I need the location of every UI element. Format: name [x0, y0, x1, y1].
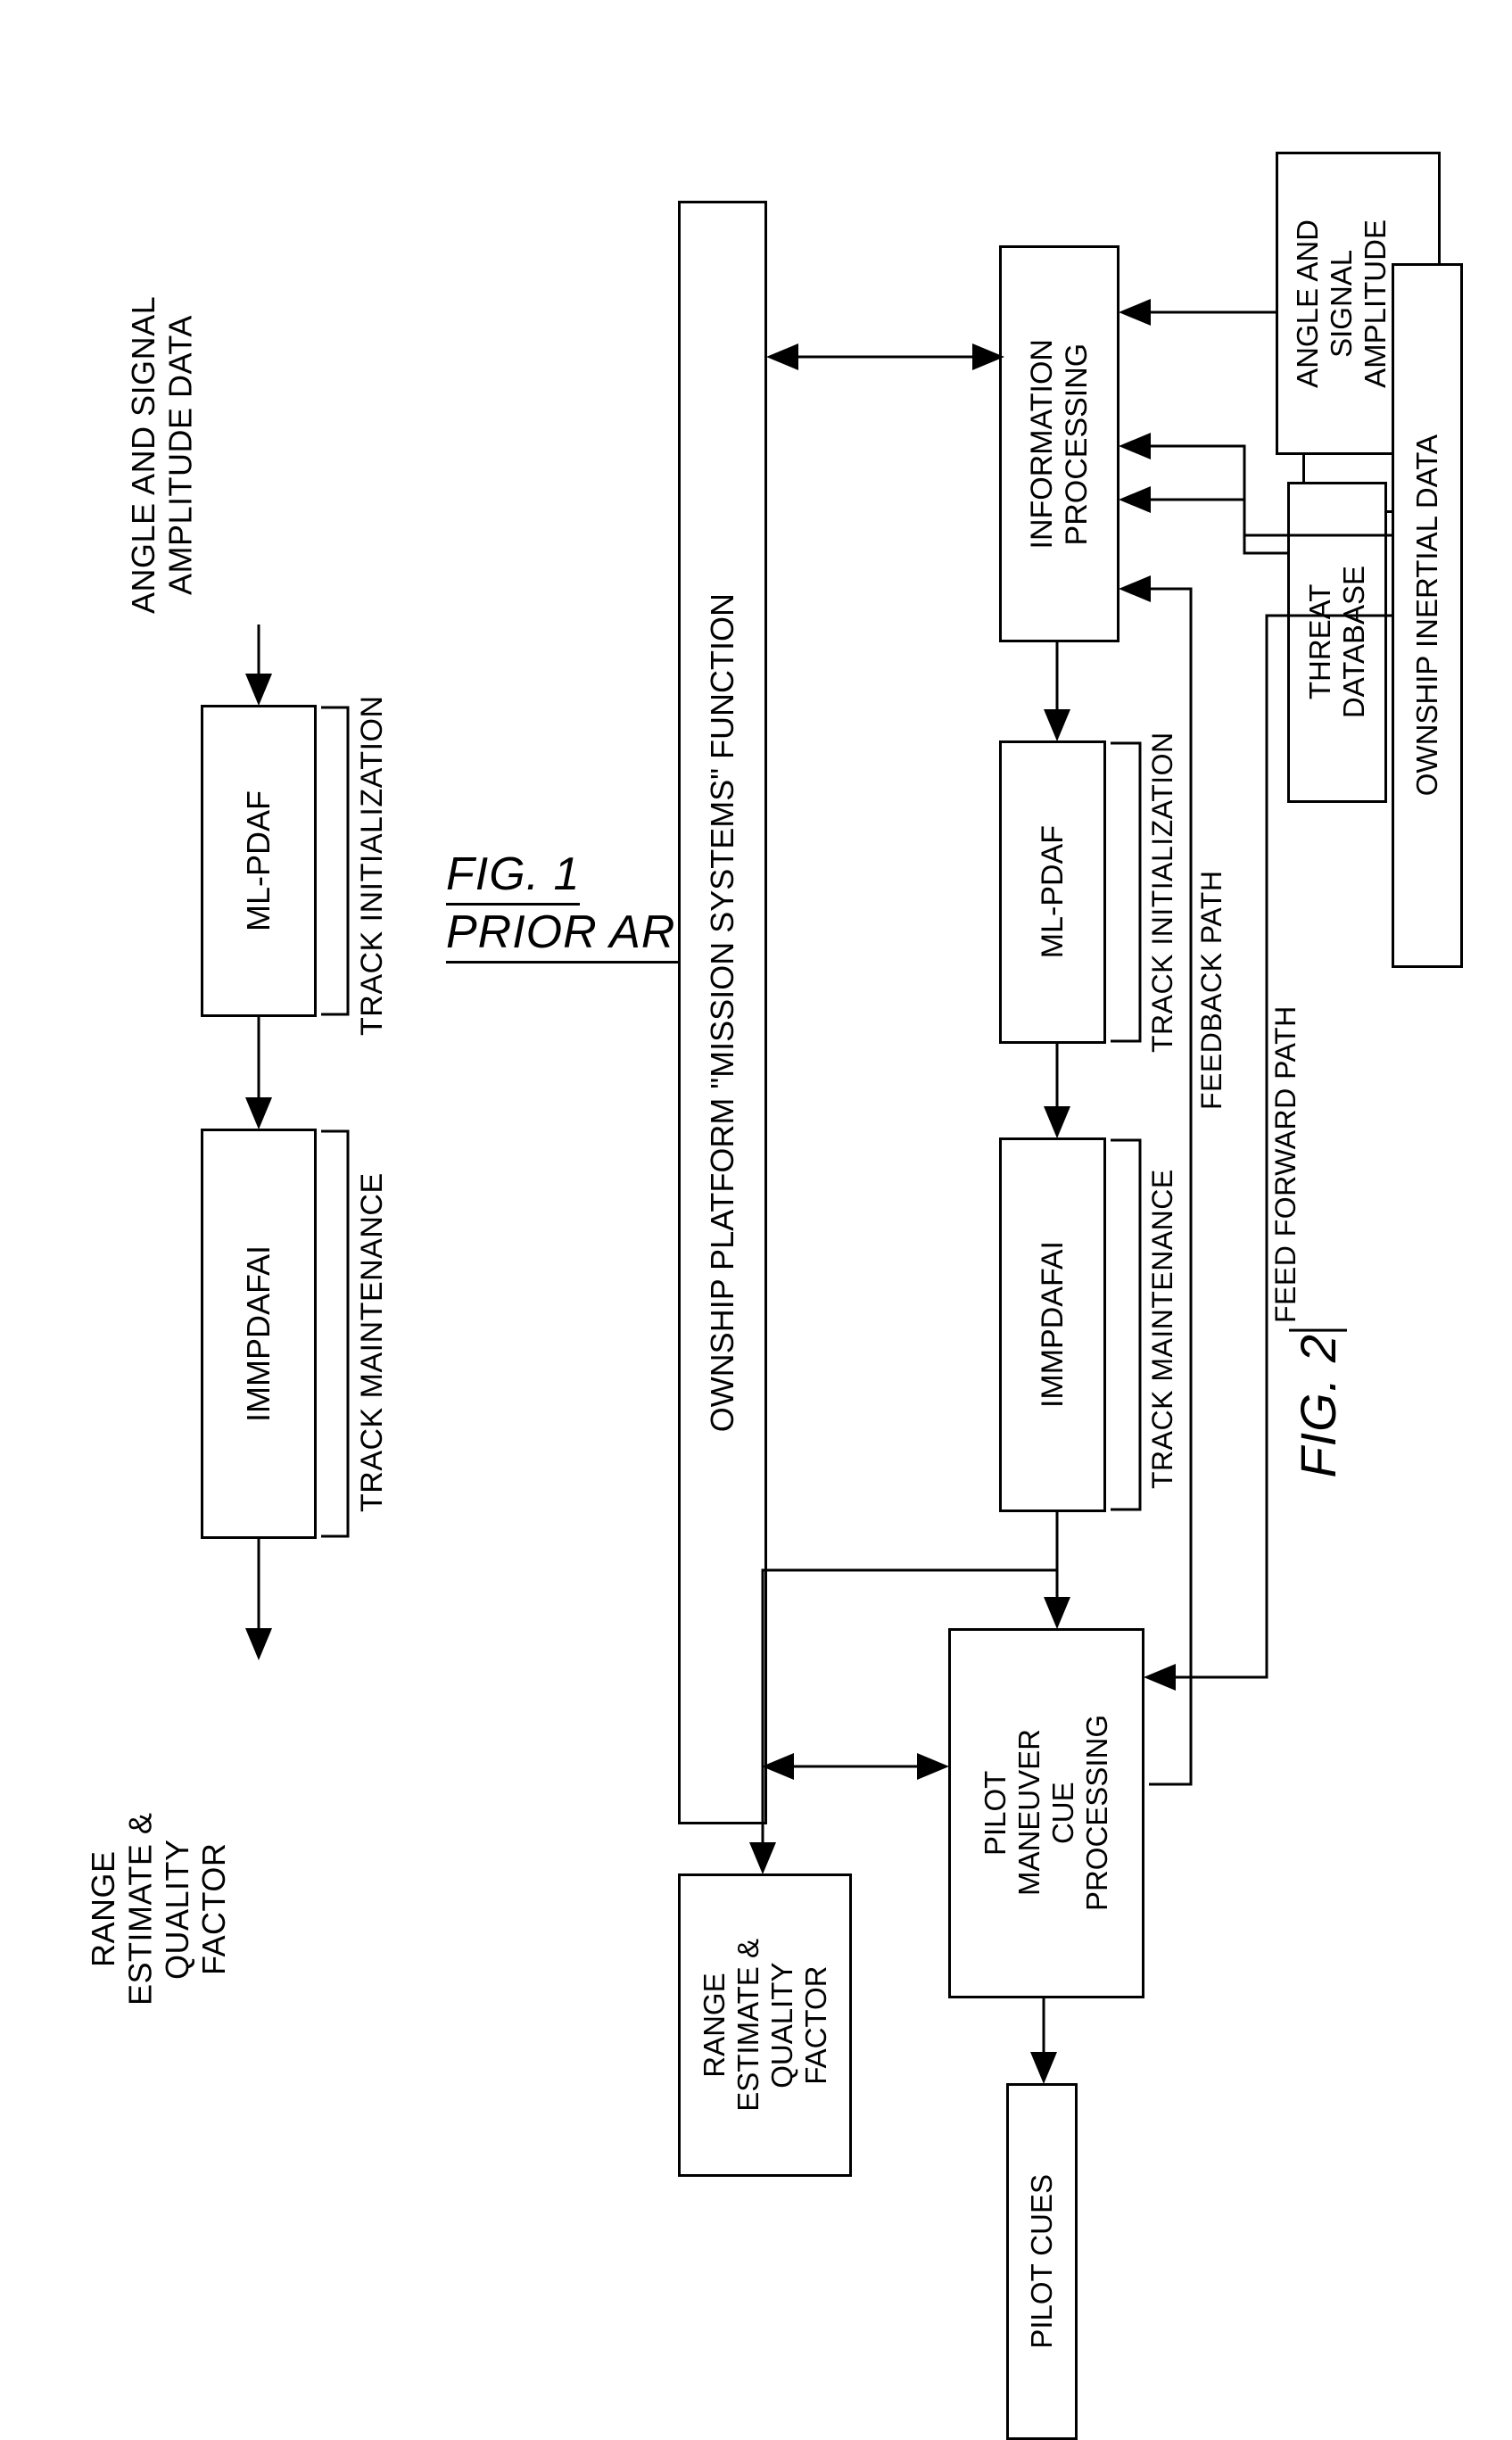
- fig2-mission-box: OWNSHIP PLATFORM "MISSION SYSTEMS" FUNCT…: [678, 201, 767, 1824]
- fig1-mlpdaf-box: ML-PDAF: [201, 705, 317, 1017]
- fig2-pilot-proc-box: PILOT MANEUVER CUE PROCESSING: [948, 1628, 1144, 1998]
- fig2-mlpdaf-box: ML-PDAF: [999, 740, 1106, 1044]
- fig2-immp-box: IMMPDAFAI: [999, 1137, 1106, 1512]
- fig2-pilot-proc-text: PILOT MANEUVER CUE PROCESSING: [979, 1715, 1114, 1911]
- fig1-caption: FIG. 1 PRIOR ART: [446, 848, 704, 964]
- fig2-mission-text: OWNSHIP PLATFORM "MISSION SYSTEMS" FUNCT…: [704, 593, 741, 1432]
- fig1-immp-box: IMMPDAFAI: [201, 1129, 317, 1539]
- fig2-pilot-cues-text: PILOT CUES: [1025, 2174, 1059, 2349]
- fig2-inertial-text: OWNSHIP INERTIAL DATA: [1410, 434, 1444, 796]
- fig1-caption-fig: FIG. 1: [446, 848, 580, 906]
- fig2-track-init-label: TRACK INITIALIZATION: [1146, 714, 1179, 1071]
- fig1-track-maint-label: TRACK MAINTENANCE: [355, 1142, 390, 1543]
- fig2-threat-database-box: THREAT DATABASE: [1287, 482, 1387, 803]
- fig2-range-text: RANGE ESTIMATE & QUALITY FACTOR: [698, 1939, 833, 2112]
- fig2-inertial-box: OWNSHIP INERTIAL DATA: [1392, 263, 1463, 968]
- fig2-track-maint-label: TRACK MAINTENANCE: [1146, 1137, 1179, 1521]
- fig2-info-proc-text: INFORMATION PROCESSING: [1025, 339, 1095, 549]
- fig2-immp-text: IMMPDAFAI: [1036, 1241, 1070, 1408]
- fig1-mlpdaf-text: ML-PDAF: [240, 790, 277, 931]
- fig2-info-proc-box: INFORMATION PROCESSING: [999, 245, 1120, 642]
- fig1-track-init-label: TRACK INITIALIZATION: [355, 678, 390, 1053]
- fig1-output-label: RANGE ESTIMATE & QUALITY FACTOR: [85, 1659, 233, 2159]
- fig1-immp-text: IMMPDAFAI: [240, 1245, 277, 1422]
- fig2-feedback-label: FEEDBACK PATH: [1195, 839, 1228, 1142]
- fig2-range-box: RANGE ESTIMATE & QUALITY FACTOR: [678, 1873, 852, 2177]
- fig2-feedforward-label: FEED FORWARD PATH: [1269, 964, 1302, 1365]
- fig2-caption-fig: FIG. 2: [1289, 1329, 1347, 1478]
- fig1-caption-sub: PRIOR ART: [446, 906, 704, 964]
- fig2-caption: FIG. 2: [1289, 1329, 1347, 1478]
- fig2-threat-text: THREAT DATABASE: [1303, 566, 1371, 718]
- fig2-pilot-cues: PILOT CUES: [1006, 2083, 1078, 2440]
- fig2-mlpdaf-text: ML-PDAF: [1036, 825, 1070, 958]
- fig1-input-label: ANGLE AND SIGNAL AMPLITUDE DATA: [125, 178, 199, 732]
